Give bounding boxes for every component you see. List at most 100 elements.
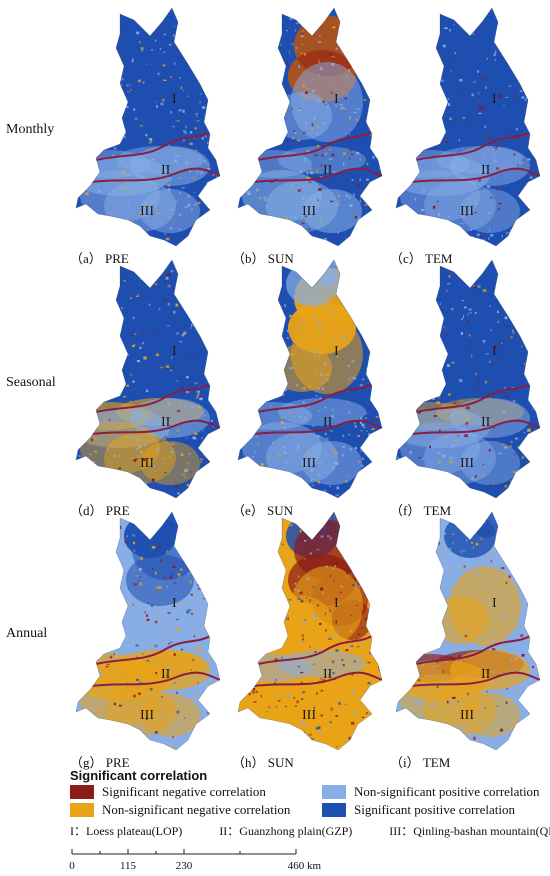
map-b [237, 7, 383, 246]
region-label-1: I [334, 92, 339, 107]
region-label-3: III [460, 708, 474, 723]
legend-swatch [322, 803, 346, 817]
row-label-seasonal: Seasonal [6, 375, 56, 390]
region-desc-gzp: II：Guanzhong plain(GZP) [219, 824, 353, 838]
scale-tick-115: 115 [119, 860, 137, 872]
panel-caption-f: （f） TEM [390, 503, 452, 518]
province-outline [395, 259, 541, 498]
region-label-1: I [172, 344, 177, 359]
map-panel-c: I II III （c） TEM [390, 6, 550, 266]
region-desc-qbm: III：Qinling-bashan mountain(QBM) [389, 824, 550, 838]
legend-label: Significant positive correlation [354, 802, 516, 817]
region-label-3: III [302, 708, 316, 723]
map-panel-h: I II III （h） SUN [232, 510, 392, 770]
map-g [75, 511, 221, 750]
region-label-3: III [460, 204, 474, 219]
region-label-2: II [161, 415, 171, 430]
province-outline [395, 7, 541, 246]
region-label-2: II [481, 415, 491, 430]
map-h [237, 511, 383, 750]
panel-caption-g: （g） PRE [70, 755, 130, 770]
legend-swatch [70, 803, 94, 817]
boundary-gzp-qbm [253, 671, 382, 687]
scale-bar: 0 115 230 460 km [69, 846, 390, 876]
province-outline [237, 511, 383, 750]
map-e [237, 259, 383, 498]
panel-caption-d: （d） PRE [70, 503, 130, 518]
province-outline [75, 511, 221, 750]
boundary-lop-gzp [415, 131, 531, 161]
legend-title: Significant correlation [70, 768, 208, 783]
scale-unit: km [306, 860, 322, 872]
region-label-3: III [302, 456, 316, 471]
map-d [75, 259, 221, 498]
map-panel-d: I II III （d） PRE [70, 258, 230, 518]
boundary-lop-gzp [95, 131, 211, 161]
legend-item-sig-pos: Significant positive correlation [322, 802, 515, 818]
legend-item-nonsig-neg: Non-significant negative correlation [70, 802, 290, 818]
boundary-gzp-qbm [91, 167, 220, 183]
region-label-3: III [460, 456, 474, 471]
map-panel-a: I II III （a） PRE [70, 6, 230, 266]
boundary-lop-gzp [415, 635, 531, 665]
map-i [395, 511, 541, 750]
region-label-2: II [481, 667, 491, 682]
legend-item-sig-neg: Significant negative correlation [70, 784, 266, 800]
region-descriptions: I：Loess plateau(LOP) II：Guanzhong plain(… [70, 822, 550, 839]
region-label-2: II [323, 163, 333, 178]
region-label-3: III [140, 204, 154, 219]
province-outline [395, 511, 541, 750]
map-panel-b: I II III （b） SUN [232, 6, 392, 266]
province-outline [75, 7, 221, 246]
row-label-annual: Annual [6, 626, 48, 641]
panel-caption-b: （b） SUN [232, 251, 294, 266]
boundary-gzp-qbm [411, 167, 540, 183]
region-label-2: II [161, 163, 171, 178]
legend-label: Non-significant positive correlation [354, 784, 540, 799]
map-panel-i: I II III （i） TEM [390, 510, 550, 770]
boundary-lop-gzp [257, 635, 373, 665]
scale-bar-line [71, 849, 297, 855]
boundary-lop-gzp [95, 635, 211, 665]
map-c [395, 7, 541, 246]
boundary-lop-gzp [257, 131, 373, 161]
legend-label: Significant negative correlation [102, 784, 266, 799]
panel-caption-i: （i） TEM [390, 755, 451, 770]
boundary-lop-gzp [257, 383, 373, 413]
province-outline [237, 7, 383, 246]
panel-caption-a: （a） PRE [70, 251, 129, 266]
province-outline [237, 259, 383, 498]
scale-tick-460: 460 [287, 860, 305, 872]
region-label-1: I [334, 344, 339, 359]
boundary-gzp-qbm [411, 419, 540, 435]
panel-caption-e: （e） SUN [232, 503, 294, 518]
map-panel-e: I II III （e） SUN [232, 258, 392, 518]
boundary-lop-gzp [415, 383, 531, 413]
region-label-2: II [481, 163, 491, 178]
region-label-3: III [140, 456, 154, 471]
boundary-lop-gzp [95, 383, 211, 413]
scale-tick-230: 230 [175, 860, 193, 872]
boundary-gzp-qbm [253, 419, 382, 435]
map-f [395, 259, 541, 498]
boundary-gzp-qbm [411, 671, 540, 687]
legend-item-nonsig-pos: Non-significant positive correlation [322, 784, 540, 800]
region-label-3: III [302, 204, 316, 219]
region-label-1: I [334, 596, 339, 611]
region-label-1: I [492, 92, 497, 107]
boundary-gzp-qbm [253, 167, 382, 183]
region-label-2: II [323, 667, 333, 682]
map-panel-f: I II III （f） TEM [390, 258, 550, 518]
region-label-2: II [323, 415, 333, 430]
region-label-1: I [172, 596, 177, 611]
row-label-monthly: Monthly [6, 122, 55, 137]
panel-caption-c: （c） TEM [390, 251, 453, 266]
panel-caption-h: （h） SUN [232, 755, 294, 770]
province-outline [75, 259, 221, 498]
region-label-3: III [140, 708, 154, 723]
map-panel-g: I II III （g） PRE [70, 510, 230, 770]
legend-swatch [322, 785, 346, 799]
legend-swatch [70, 785, 94, 799]
region-label-1: I [492, 596, 497, 611]
boundary-gzp-qbm [91, 419, 220, 435]
